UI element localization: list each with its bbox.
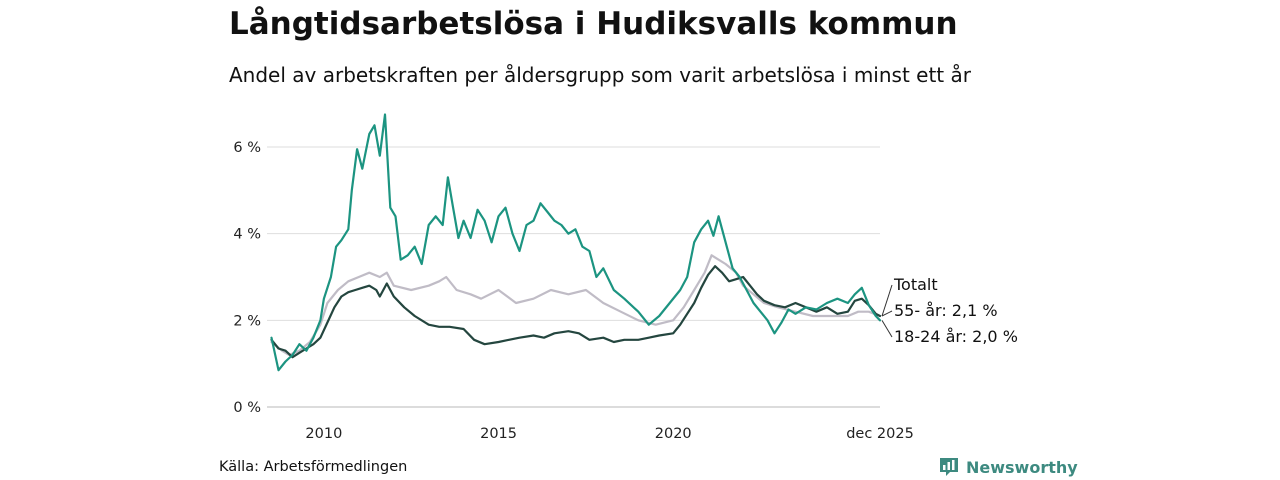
y-tick-label: 2 % — [233, 313, 261, 329]
leader-line-0 — [881, 310, 893, 317]
leader-line-1 — [881, 284, 893, 317]
x-tick-label: dec 2025 — [846, 426, 914, 442]
bar-chart-speech-bubble-icon — [940, 458, 958, 476]
series-line-0 — [270, 254, 882, 357]
chart-subtitle: Andel av arbetskraften per åldersgrupp s… — [229, 63, 971, 87]
x-tick-label: 2020 — [655, 426, 692, 442]
y-tick-label: 0 % — [233, 400, 261, 416]
source-note: Källa: Arbetsförmedlingen — [219, 459, 408, 475]
chart-title: Långtidsarbetslösa i Hudiksvalls kommun — [229, 6, 958, 42]
series-end-label: 18-24 år: 2,0 % — [894, 327, 1018, 346]
y-tick-label: 6 % — [233, 140, 261, 156]
y-tick-label: 4 % — [233, 227, 261, 243]
brand-logo: Newsworthy — [938, 456, 1078, 478]
x-tick-label: 2015 — [480, 426, 517, 442]
series-lines — [270, 113, 882, 372]
x-tick-label: 2010 — [305, 426, 342, 442]
brand-name: Newsworthy — [966, 457, 1078, 477]
series-line-1 — [270, 265, 882, 359]
series-end-label: 55- år: 2,1 % — [894, 301, 998, 320]
gridlines: 0 % 2 % 4 % 6 % 2010 2015 2020 dec 2025 — [233, 140, 913, 442]
series-line-2 — [270, 113, 882, 372]
end-labels: 55- år: 2,1 % Totalt 18-24 år: 2,0 % — [881, 275, 1018, 346]
series-end-label: Totalt — [893, 275, 938, 294]
leader-line-2 — [881, 320, 893, 338]
